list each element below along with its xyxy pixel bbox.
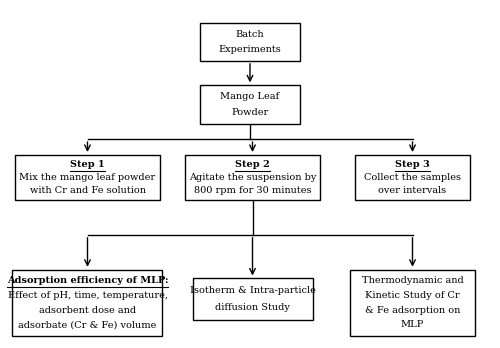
Text: adsorbent dose and: adsorbent dose and	[39, 306, 136, 315]
Text: Experiments: Experiments	[218, 45, 282, 54]
Text: Step 2: Step 2	[235, 160, 270, 169]
Text: Step 1: Step 1	[70, 160, 105, 169]
Text: Mix the mango leaf powder: Mix the mango leaf powder	[20, 173, 156, 182]
Text: Adsorption efficiency of MLP:: Adsorption efficiency of MLP:	[7, 276, 168, 285]
Bar	[200, 23, 300, 61]
Bar	[355, 155, 470, 200]
Text: Powder: Powder	[232, 108, 268, 117]
Bar	[200, 85, 300, 124]
Text: Mango Leaf: Mango Leaf	[220, 92, 280, 101]
Text: Batch: Batch	[236, 30, 264, 39]
Bar	[12, 270, 162, 336]
Text: adsorbate (Cr & Fe) volume: adsorbate (Cr & Fe) volume	[18, 320, 156, 329]
Bar	[350, 270, 475, 336]
Text: & Fe adsorption on: & Fe adsorption on	[365, 306, 460, 315]
Text: over intervals: over intervals	[378, 186, 446, 195]
Text: Step 3: Step 3	[395, 160, 430, 169]
Text: Collect the samples: Collect the samples	[364, 173, 461, 182]
Bar	[192, 278, 312, 320]
Bar	[185, 155, 320, 200]
Text: 800 rpm for 30 minutes: 800 rpm for 30 minutes	[194, 186, 311, 195]
Text: diffusion Study: diffusion Study	[215, 303, 290, 312]
Text: Isotherm & Intra-particle: Isotherm & Intra-particle	[190, 286, 316, 295]
Text: Agitate the suspension by: Agitate the suspension by	[189, 173, 316, 182]
Text: with Cr and Fe solution: with Cr and Fe solution	[30, 186, 146, 195]
Text: Effect of pH, time, temperature,: Effect of pH, time, temperature,	[8, 291, 168, 300]
Text: Kinetic Study of Cr: Kinetic Study of Cr	[365, 291, 460, 300]
Text: Thermodynamic and: Thermodynamic and	[362, 276, 464, 285]
Text: MLP: MLP	[401, 320, 424, 329]
Bar	[15, 155, 160, 200]
